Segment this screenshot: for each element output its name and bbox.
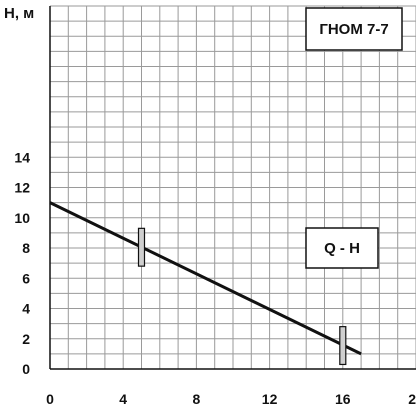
- y-tick-label: 2: [22, 331, 30, 347]
- range-markers: [137, 227, 347, 366]
- x-tick-label: 16: [335, 391, 351, 407]
- y-tick-label: 4: [22, 301, 30, 317]
- range-marker: [137, 227, 146, 267]
- series-group: [49, 201, 362, 356]
- y-tick-label: 8: [22, 240, 30, 256]
- x-tick-label: 0: [46, 391, 54, 407]
- range-marker: [339, 326, 347, 366]
- x-tick-label: 12: [262, 391, 278, 407]
- y-tick-label: 14: [14, 149, 30, 165]
- y-tick-label: 10: [14, 210, 30, 226]
- x-tick-label: 20: [408, 391, 416, 407]
- y-tick-labels: 0 2 4 6 8 10 12 14: [14, 149, 30, 377]
- y-axis-label: H, м: [4, 5, 34, 22]
- chart-title: ГНОМ 7-7: [319, 21, 388, 38]
- y-tick-label: 12: [14, 180, 30, 196]
- qh-curve: [49, 201, 362, 356]
- x-tick-label: 4: [119, 391, 127, 407]
- title-box: [305, 7, 403, 51]
- curve-label: Q - H: [324, 240, 360, 257]
- y-tick-label: 6: [22, 270, 30, 286]
- curve-label-box: [305, 227, 379, 269]
- x-tick-labels: 0 4 8 12 16 20: [46, 391, 416, 407]
- grid: [49, 5, 416, 370]
- y-tick-label: 0: [22, 361, 30, 377]
- x-tick-label: 8: [193, 391, 201, 407]
